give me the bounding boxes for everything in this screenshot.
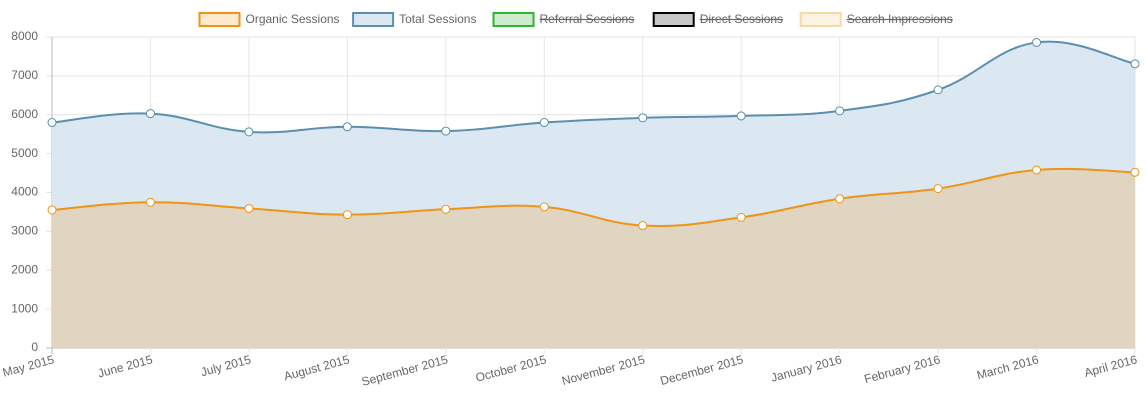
- point: [933, 184, 943, 194]
- legend-item: Organic Sessions: [198, 12, 340, 27]
- point: [638, 221, 648, 231]
- x-tick-label: March 2016: [975, 352, 1040, 382]
- y-tick-label: 8000: [11, 29, 38, 43]
- point: [1130, 167, 1140, 177]
- point: [47, 118, 57, 128]
- y-tick-label: 2000: [11, 262, 38, 276]
- x-tick-label: September 2015: [360, 352, 450, 389]
- x-tick-label: July 2015: [199, 352, 253, 379]
- point: [736, 111, 746, 121]
- x-tick-label: December 2015: [659, 352, 745, 388]
- y-tick-label: 1000: [11, 301, 38, 315]
- point: [47, 205, 57, 215]
- point: [244, 203, 254, 213]
- legend-label: Total Sessions: [399, 12, 476, 26]
- legend-swatch: [799, 12, 842, 27]
- point: [539, 118, 549, 128]
- y-tick-label: 0: [31, 340, 38, 354]
- point: [1032, 165, 1042, 175]
- point: [539, 202, 549, 212]
- x-tick-label: April 2016: [1083, 352, 1139, 380]
- y-tick-label: 7000: [11, 68, 38, 82]
- point: [933, 85, 943, 95]
- y-tick-label: 3000: [11, 224, 38, 238]
- legend-label: Referral Sessions: [540, 12, 635, 26]
- legend-swatch: [652, 12, 695, 27]
- legend-swatch: [198, 12, 241, 27]
- y-tick-label: 4000: [11, 185, 38, 199]
- point: [736, 212, 746, 222]
- legend-swatch: [352, 12, 395, 27]
- point: [342, 122, 352, 132]
- y-tick-label: 6000: [11, 107, 38, 121]
- legend-label: Search Impressions: [847, 12, 953, 26]
- x-tick-label: January 2016: [769, 352, 843, 384]
- point: [1032, 37, 1042, 47]
- x-tick-label: February 2016: [863, 352, 942, 386]
- point: [145, 109, 155, 119]
- point: [342, 210, 352, 220]
- y-tick-label: 5000: [11, 146, 38, 160]
- legend-item: Direct Sessions: [652, 12, 783, 27]
- legend-item: Total Sessions: [352, 12, 476, 27]
- point: [1130, 59, 1140, 69]
- legend-item: Search Impressions: [799, 12, 953, 27]
- line: [51, 167, 1136, 228]
- point: [835, 194, 845, 204]
- x-tick-label: June 2015: [96, 352, 154, 380]
- point: [244, 127, 254, 137]
- legend-label: Organic Sessions: [246, 12, 340, 26]
- point: [145, 197, 155, 207]
- point: [835, 106, 845, 116]
- line: [51, 40, 1136, 134]
- x-tick-label: October 2015: [474, 352, 548, 384]
- x-tick-label: November 2015: [560, 352, 646, 388]
- x-tick-label: August 2015: [282, 352, 351, 383]
- legend-swatch: [492, 12, 535, 27]
- legend-item: Referral Sessions: [492, 12, 635, 27]
- point: [441, 126, 451, 136]
- area: [52, 168, 1135, 348]
- point: [638, 113, 648, 123]
- point: [441, 204, 451, 214]
- x-tick-label: May 2015: [1, 352, 56, 379]
- legend-label: Direct Sessions: [700, 12, 783, 26]
